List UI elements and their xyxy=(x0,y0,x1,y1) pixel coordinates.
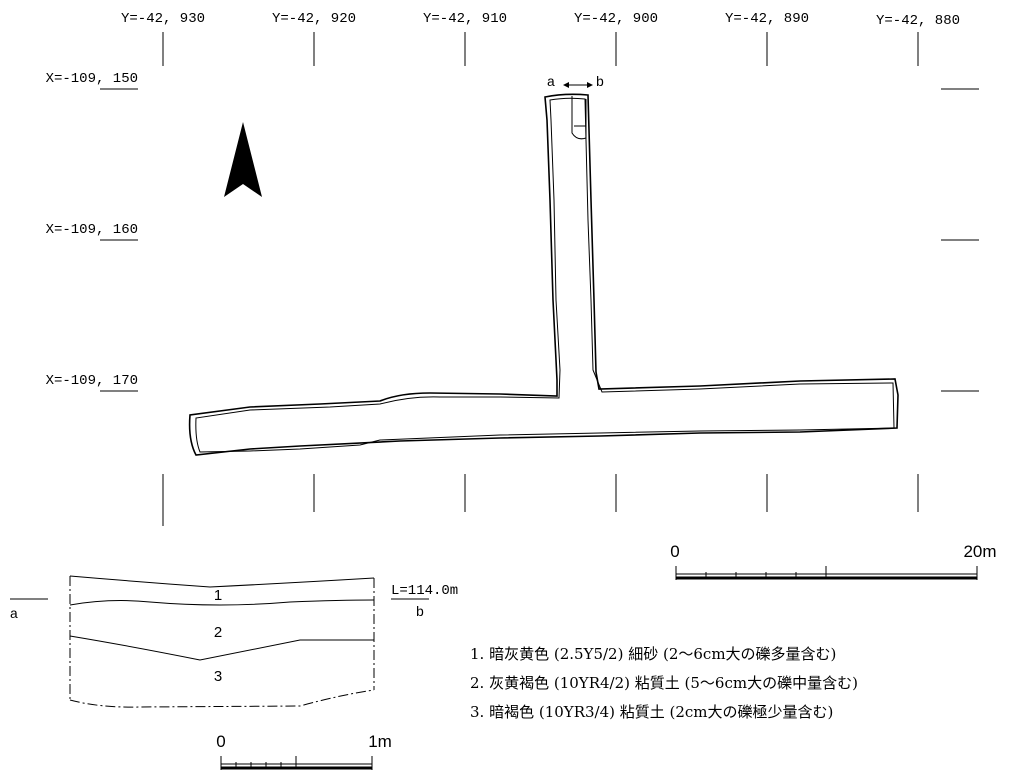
plan-scale-start: 0 xyxy=(670,542,679,561)
x-label-1: X=-109, 150 xyxy=(46,71,138,87)
north-arrow-icon xyxy=(224,122,262,197)
y-label-3: Y=-42, 910 xyxy=(423,11,507,27)
section-left-label: a xyxy=(10,607,18,623)
legend-item-2: 2. 灰黄褐色 (10YR4/2) 粘質土 (5～6cm大の礫中量含む) xyxy=(470,674,858,692)
layer-number-3: 3 xyxy=(214,668,222,685)
plan-scale-end: 20m xyxy=(963,542,996,561)
section-drawing xyxy=(69,575,375,708)
grid-top-ticks xyxy=(162,32,919,66)
x-label-3: X=-109, 170 xyxy=(46,373,138,389)
grid-side-ticks xyxy=(100,88,979,392)
y-label-4: Y=-42, 900 xyxy=(574,11,658,27)
layer-number-2: 2 xyxy=(214,624,222,641)
plan-scale-bar: 0 20m xyxy=(670,542,997,580)
y-label-2: Y=-42, 920 xyxy=(272,11,356,27)
grid-bottom-ticks xyxy=(162,474,919,526)
section-scale-end: 1m xyxy=(368,732,392,751)
plan-section-b-label: b xyxy=(596,75,604,91)
section-scale-start: 0 xyxy=(216,732,225,751)
legend-item-3: 3. 暗褐色 (10YR3/4) 粘質土 (2cm大の礫極少量含む) xyxy=(470,703,834,721)
y-label-6: Y=-42, 880 xyxy=(876,13,960,29)
section-scale-bar: 0 1m xyxy=(216,732,392,770)
y-label-1: Y=-42, 930 xyxy=(121,11,205,27)
x-label-2: X=-109, 160 xyxy=(46,222,138,238)
trench-outline xyxy=(188,93,899,456)
section-line-ab: a b xyxy=(547,75,604,91)
section-elevation: L=114.0m xyxy=(391,583,458,599)
plan-section-a-label: a xyxy=(547,75,555,91)
layer-number-1: 1 xyxy=(214,587,222,604)
y-label-5: Y=-42, 890 xyxy=(725,11,809,27)
legend-item-1: 1. 暗灰黄色 (2.5Y5/2) 細砂 (2～6cm大の礫多量含む) xyxy=(470,645,837,663)
section-right-label: b xyxy=(416,605,424,621)
soil-layer-legend: 1. 暗灰黄色 (2.5Y5/2) 細砂 (2～6cm大の礫多量含む) 2. 灰… xyxy=(470,640,858,727)
